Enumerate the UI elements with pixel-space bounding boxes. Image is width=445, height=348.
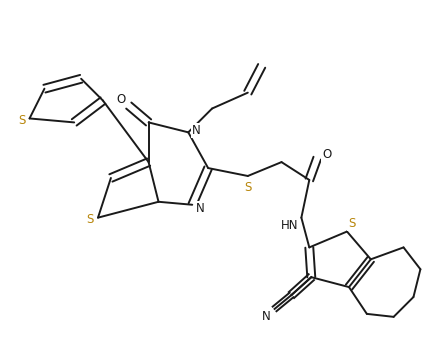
Text: O: O: [323, 148, 332, 161]
Text: O: O: [116, 93, 125, 106]
Text: S: S: [244, 181, 251, 195]
Text: N: N: [262, 310, 271, 323]
Text: S: S: [348, 217, 356, 230]
Text: N: N: [196, 202, 205, 215]
Text: S: S: [86, 213, 94, 226]
Text: HN: HN: [281, 219, 298, 232]
Text: N: N: [192, 124, 201, 137]
Text: S: S: [18, 114, 25, 127]
